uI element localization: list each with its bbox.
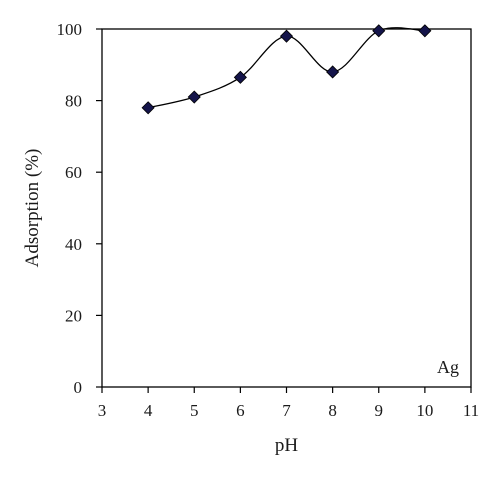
data-point (372, 24, 386, 38)
y-tick-label: 80 (65, 92, 82, 111)
data-point (187, 90, 201, 104)
y-tick-label: 40 (65, 235, 82, 254)
x-tick-label: 10 (416, 401, 433, 420)
data-point (418, 24, 432, 38)
annotation-label: Ag (437, 357, 459, 377)
data-point (326, 65, 340, 79)
x-tick-label: 4 (144, 401, 153, 420)
x-axis-title: pH (275, 435, 299, 456)
plot-area (101, 28, 472, 388)
x-tick-label: 7 (282, 401, 291, 420)
y-axis: 0 20 40 60 80 100 (57, 20, 102, 397)
x-tick-label: 5 (190, 401, 199, 420)
y-tick-label: 20 (65, 306, 82, 325)
x-tick-label: 3 (98, 401, 107, 420)
y-axis-title: Adsorption (%) (22, 149, 43, 268)
data-point (279, 29, 294, 43)
plot-frame (101, 28, 472, 388)
x-tick-label: 8 (328, 401, 337, 420)
data-point (233, 70, 247, 84)
y-tick-label: 100 (57, 20, 83, 39)
x-axis: 3 4 5 6 7 8 9 10 11 (98, 387, 479, 420)
y-tick-label: 60 (65, 163, 82, 182)
series-group (141, 24, 432, 115)
x-tick-label: 6 (236, 401, 245, 420)
x-tick-label: 9 (375, 401, 384, 420)
x-tick-label: 11 (463, 401, 479, 420)
data-point (141, 101, 155, 115)
y-tick-label: 0 (74, 378, 83, 397)
